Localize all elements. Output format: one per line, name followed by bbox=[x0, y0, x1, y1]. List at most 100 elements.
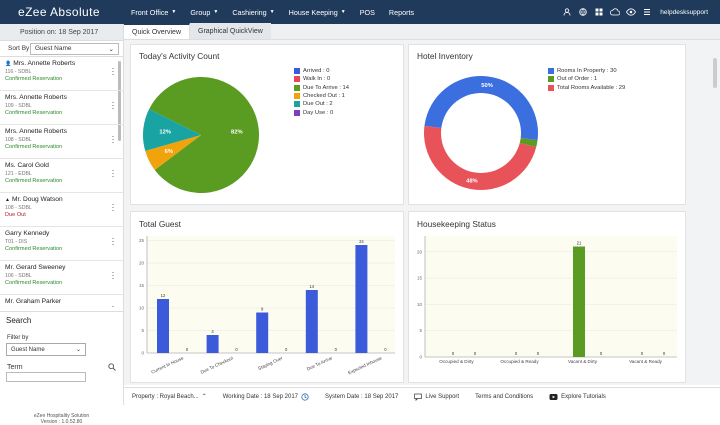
nav-label: Front Office bbox=[131, 7, 169, 17]
inventory-legend: Rooms In Property : 30 Out of Order : 1 To… bbox=[548, 67, 625, 92]
chevron-up-icon: ⌃ bbox=[201, 394, 207, 400]
person-icon[interactable] bbox=[559, 0, 575, 24]
globe-icon[interactable] bbox=[575, 0, 591, 24]
activity-title: Today's Activity Count bbox=[139, 51, 220, 61]
total-guest-panel: Total Guest 0 5 10 15 20 25 12 0 Current In Hous… bbox=[130, 211, 404, 383]
bar-value-label: 21 bbox=[577, 241, 582, 246]
content-scrollbar[interactable] bbox=[713, 58, 717, 88]
pie-slice bbox=[149, 77, 259, 193]
plot-area bbox=[147, 236, 395, 353]
live-support-text: Live Support bbox=[425, 393, 460, 400]
y-tick-label: 0 bbox=[141, 351, 144, 356]
guest-name-row: Ms. Carol Gold bbox=[5, 162, 118, 169]
nav-cashiering[interactable]: Cashiering ▼ bbox=[225, 0, 281, 24]
guest-item[interactable]: ▲ Mr. Doug Watson 108 - SDBL Due Out · · · bbox=[0, 193, 123, 227]
guest-item[interactable]: Mrs. Annette Roberts 108 - SDBL Confirmed … bbox=[0, 125, 123, 159]
bar-value-label: 0 bbox=[285, 347, 288, 352]
guest-item[interactable]: Ms. Carol Gold 121 - EDBL Confirmed Reserv… bbox=[0, 159, 123, 193]
y-tick-label: 10 bbox=[139, 306, 145, 311]
legend-label: Walk In : 0 bbox=[303, 76, 331, 83]
kebab-menu-icon[interactable]: ··· bbox=[111, 165, 115, 181]
clock-icon[interactable] bbox=[301, 392, 309, 401]
legend-swatch bbox=[294, 76, 300, 83]
nav-reports[interactable]: Reports bbox=[382, 0, 421, 24]
x-tick-label: Occupied & Dirty bbox=[439, 359, 474, 364]
chat-icon bbox=[414, 393, 423, 401]
nav-label: Cashiering bbox=[232, 7, 267, 17]
guest-item[interactable]: Garry Kennedy T01 - DIS Confirmed Reservat… bbox=[0, 227, 123, 261]
nav-group[interactable]: Group ▼ bbox=[183, 0, 225, 24]
kebab-menu-icon[interactable]: ··· bbox=[111, 131, 115, 147]
tutorials-link[interactable]: Explore Tutorials bbox=[541, 393, 614, 401]
nav-house-keeping[interactable]: House Keeping ▼ bbox=[282, 0, 353, 24]
kebab-menu-icon[interactable]: ··· bbox=[111, 97, 115, 113]
nav-front-office[interactable]: Front Office ▼ bbox=[124, 0, 183, 24]
property-selector[interactable]: Property : Royal Beach... ⌃ bbox=[124, 393, 215, 401]
nav-pos[interactable]: POS bbox=[353, 0, 382, 24]
pie-slice bbox=[143, 109, 201, 151]
search-icon[interactable] bbox=[108, 363, 116, 371]
tab-graphical-quickview[interactable]: Graphical QuickView bbox=[190, 23, 271, 39]
kebab-menu-icon[interactable]: ··· bbox=[111, 233, 115, 249]
status-bar: Property : Royal Beach... ⌃ Working Date… bbox=[124, 387, 720, 405]
tab-quick-overview[interactable]: Quick Overview bbox=[124, 23, 191, 39]
sort-select[interactable]: Guest Name ⌄ bbox=[30, 42, 119, 55]
slice-label: 50% bbox=[481, 83, 493, 89]
bar-value-label: 0 bbox=[663, 351, 666, 356]
terms-link[interactable]: Terms and Conditions bbox=[475, 393, 534, 400]
list-icon[interactable] bbox=[639, 0, 655, 24]
activity-legend: Arrived : 0 Walk In : 0 Due To Arrive : 14… bbox=[294, 67, 349, 117]
legend-swatch bbox=[294, 93, 300, 100]
username: helpdesksupport bbox=[660, 8, 708, 16]
guest-item[interactable]: Mr. Gerard Sweeney 106 - SDBL Confirmed Re… bbox=[0, 261, 123, 295]
bar bbox=[355, 245, 368, 353]
filter-label: Filter by bbox=[7, 335, 29, 341]
kebab-menu-icon[interactable]: ··· bbox=[111, 301, 115, 308]
guest-name: Mrs. Annette Roberts bbox=[5, 128, 67, 135]
x-tick-label: Current In House bbox=[150, 355, 184, 375]
guest-status: Confirmed Reservation bbox=[5, 110, 63, 116]
guest-name: Ms. Carol Gold bbox=[5, 162, 49, 169]
guest-item[interactable]: 👤 Mrs. Annette Roberts 116 - SDBL Confirmed… bbox=[0, 57, 123, 91]
filter-select[interactable]: Guest Name ⌄ bbox=[6, 343, 86, 356]
live-support-link[interactable]: Live Support bbox=[406, 393, 467, 401]
guest-item[interactable]: Mr. Graham Parker ··· bbox=[0, 295, 123, 307]
bar bbox=[256, 312, 269, 353]
legend-swatch bbox=[294, 109, 300, 116]
term-input[interactable] bbox=[6, 372, 86, 382]
legend-item: Day Use : 0 bbox=[294, 108, 349, 116]
legend-item: Rooms In Property : 30 bbox=[548, 67, 625, 75]
term-row: Term bbox=[0, 356, 123, 371]
y-tick-label: 10 bbox=[417, 302, 423, 307]
slice-label: 48% bbox=[466, 179, 478, 185]
user-menu[interactable]: helpdesksupport bbox=[655, 9, 720, 16]
eye-icon[interactable] bbox=[623, 0, 639, 24]
grid-icon[interactable] bbox=[591, 0, 607, 24]
dashboard: Today's Activity Count 82% 6% 12% Arrived … bbox=[124, 40, 720, 385]
legend-item: Walk In : 0 bbox=[294, 75, 349, 83]
kebab-menu-icon[interactable]: ··· bbox=[111, 63, 115, 79]
legend-label: Total Rooms Available : 29 bbox=[557, 84, 626, 91]
kebab-menu-icon[interactable]: ··· bbox=[111, 199, 115, 215]
bar-value-label: 14 bbox=[309, 284, 314, 289]
x-tick-label: Vacant & Ready bbox=[629, 359, 663, 364]
sort-value: Guest Name bbox=[35, 45, 72, 52]
inventory-panel: Hotel Inventory 50% 48% Rooms In Property… bbox=[408, 44, 686, 205]
guest-status: Confirmed Reservation bbox=[5, 178, 63, 184]
legend-swatch bbox=[294, 84, 300, 91]
guest-item[interactable]: Mrs. Annette Roberts 109 - SDBL Confirmed … bbox=[0, 91, 123, 125]
top-bar: eZee Absolute Front Office ▼ Group ▼ Cashier… bbox=[0, 0, 720, 24]
app-logo[interactable]: eZee Absolute bbox=[18, 5, 100, 19]
cloud-icon[interactable] bbox=[607, 0, 623, 24]
bar-value-label: 12 bbox=[161, 293, 166, 298]
kebab-menu-icon[interactable]: ··· bbox=[111, 267, 115, 283]
bar bbox=[573, 246, 585, 357]
guest-list-scrollbar[interactable] bbox=[118, 61, 121, 141]
guest-name: Garry Kennedy bbox=[5, 230, 50, 237]
legend-item: Due Out : 2 bbox=[294, 100, 349, 108]
guest-name: Mr. Gerard Sweeney bbox=[5, 264, 66, 271]
guest-room: 106 - SDBL bbox=[5, 273, 32, 279]
guest-name: Mr. Graham Parker bbox=[5, 298, 62, 305]
main-nav: Front Office ▼ Group ▼ Cashiering ▼ House Keep… bbox=[124, 0, 421, 24]
nav-label: Group bbox=[190, 7, 211, 17]
